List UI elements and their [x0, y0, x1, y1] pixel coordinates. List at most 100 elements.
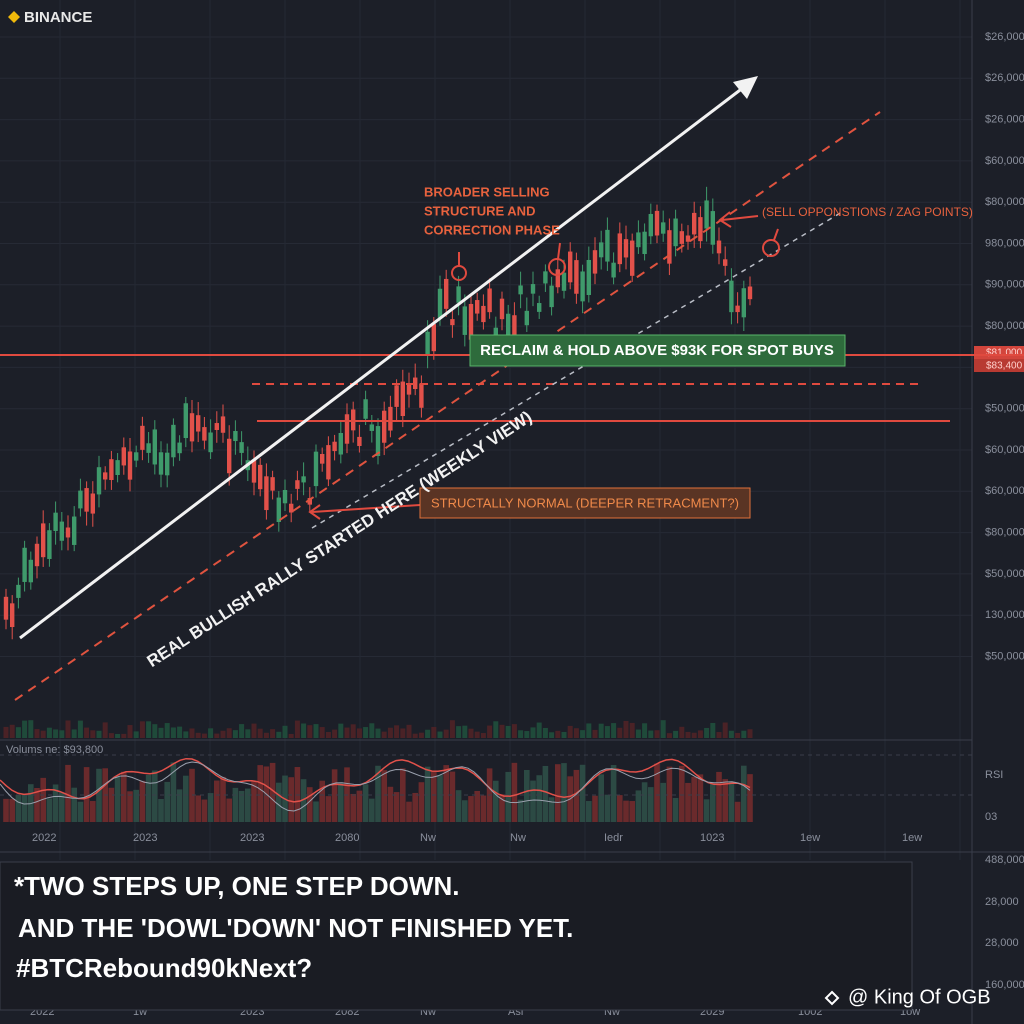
indicator-bar — [319, 780, 325, 822]
reclaim-box — [469, 334, 846, 367]
caption-box — [0, 861, 913, 1011]
candle-body — [599, 242, 604, 258]
volume-bar — [363, 727, 369, 738]
volume-bar — [276, 731, 282, 738]
volume-bar — [437, 731, 443, 738]
price-label: $26,000 — [985, 114, 1024, 126]
time-label: Nw — [420, 832, 436, 844]
annotation: RECLAIM & HOLD ABOVE $93K FOR SPOT BUYS — [480, 342, 834, 359]
indicator-bar — [710, 783, 716, 822]
candle-body — [227, 438, 232, 474]
indicator-bar — [462, 800, 468, 822]
candle-body — [301, 476, 306, 483]
volume-bar — [301, 723, 307, 738]
candle-body — [276, 497, 281, 522]
candle-body — [233, 431, 238, 442]
candle-body — [388, 406, 393, 431]
volume-bar — [152, 724, 158, 738]
indicator-bar — [418, 782, 425, 822]
indicator-bar — [83, 767, 90, 822]
volume-bar — [108, 733, 114, 738]
volume-bar — [270, 729, 276, 738]
candle-body — [555, 269, 560, 288]
caption-line: #BTCRebound90kNext? — [16, 953, 312, 983]
indicator-bar — [3, 798, 9, 822]
volume-bar — [239, 724, 245, 738]
volume-bar — [635, 729, 641, 738]
candle-body — [580, 271, 585, 302]
indicator-bar — [226, 798, 232, 822]
volume-bar — [697, 730, 703, 738]
candle-body — [406, 384, 412, 395]
candle-body — [524, 310, 529, 326]
volume-bar — [344, 727, 350, 738]
candle-body — [394, 385, 399, 407]
volume-bar — [648, 730, 654, 738]
volume-bar — [28, 720, 34, 738]
indicator-bar — [579, 764, 586, 822]
indicator-bar — [449, 771, 456, 822]
volume-bar — [84, 727, 90, 738]
lower-label: RSI — [985, 769, 1003, 781]
candle-body — [251, 459, 257, 483]
volume-bar — [518, 730, 524, 738]
volume-bar — [34, 729, 40, 738]
candle-body — [475, 300, 480, 314]
indicator-bar — [393, 792, 400, 822]
volume-bar — [158, 727, 164, 738]
volume-bar — [487, 725, 493, 738]
indicator-bar — [9, 798, 15, 822]
price-label: $26,000 — [985, 31, 1024, 43]
indicator-bar — [288, 777, 294, 822]
candle-body — [648, 213, 653, 237]
marker-stem — [773, 228, 779, 241]
candle-body — [59, 521, 64, 541]
volume-bar — [592, 729, 598, 738]
candle-body — [704, 200, 709, 229]
volume-bar — [146, 721, 152, 738]
price-tag-label: $83,400 — [986, 361, 1023, 372]
candle-body — [84, 488, 89, 512]
indicator-bar — [170, 762, 177, 822]
indicator-bar — [511, 762, 518, 822]
time-label: Iedr — [604, 832, 623, 844]
candle-body — [171, 424, 176, 458]
volume-bar — [90, 730, 96, 738]
volume-bar — [189, 728, 195, 738]
volume-bar — [319, 727, 325, 738]
candle-body — [16, 584, 21, 598]
volume-bar — [604, 726, 610, 738]
indicator-bar — [195, 795, 201, 822]
volume-bar — [53, 729, 59, 738]
candle-body — [239, 442, 244, 453]
candle-body — [307, 498, 312, 505]
volume-bar — [201, 733, 207, 738]
annotation: STRUCTALLY NORMAL (DEEPER RETRACMENT?) — [431, 495, 739, 510]
candle-body — [400, 381, 405, 417]
candle-body — [679, 231, 684, 244]
indicator-bar — [71, 787, 77, 822]
time-label: 2023 — [240, 832, 264, 844]
indicator-bar — [635, 790, 642, 822]
volume-bar — [654, 730, 660, 738]
brand: BINANCE — [24, 9, 92, 26]
volume-bar — [611, 723, 617, 738]
volume-bar — [232, 730, 238, 738]
indicator-bar — [269, 762, 276, 822]
volume-bar — [226, 728, 232, 738]
candle-body — [382, 410, 387, 443]
candle-body — [289, 503, 294, 513]
indicator-bar — [362, 784, 369, 822]
volume-bar — [666, 733, 672, 738]
volume-bar — [251, 723, 257, 738]
indicator-bar — [536, 775, 542, 822]
indicator-bar — [660, 782, 666, 822]
candle-body — [543, 271, 548, 284]
candle-body — [357, 436, 362, 446]
candle-body — [561, 272, 567, 291]
indicator-bar — [517, 799, 524, 822]
indicator-bar — [133, 789, 139, 822]
indicator-bar — [257, 765, 263, 822]
trend-arrow — [19, 82, 749, 640]
